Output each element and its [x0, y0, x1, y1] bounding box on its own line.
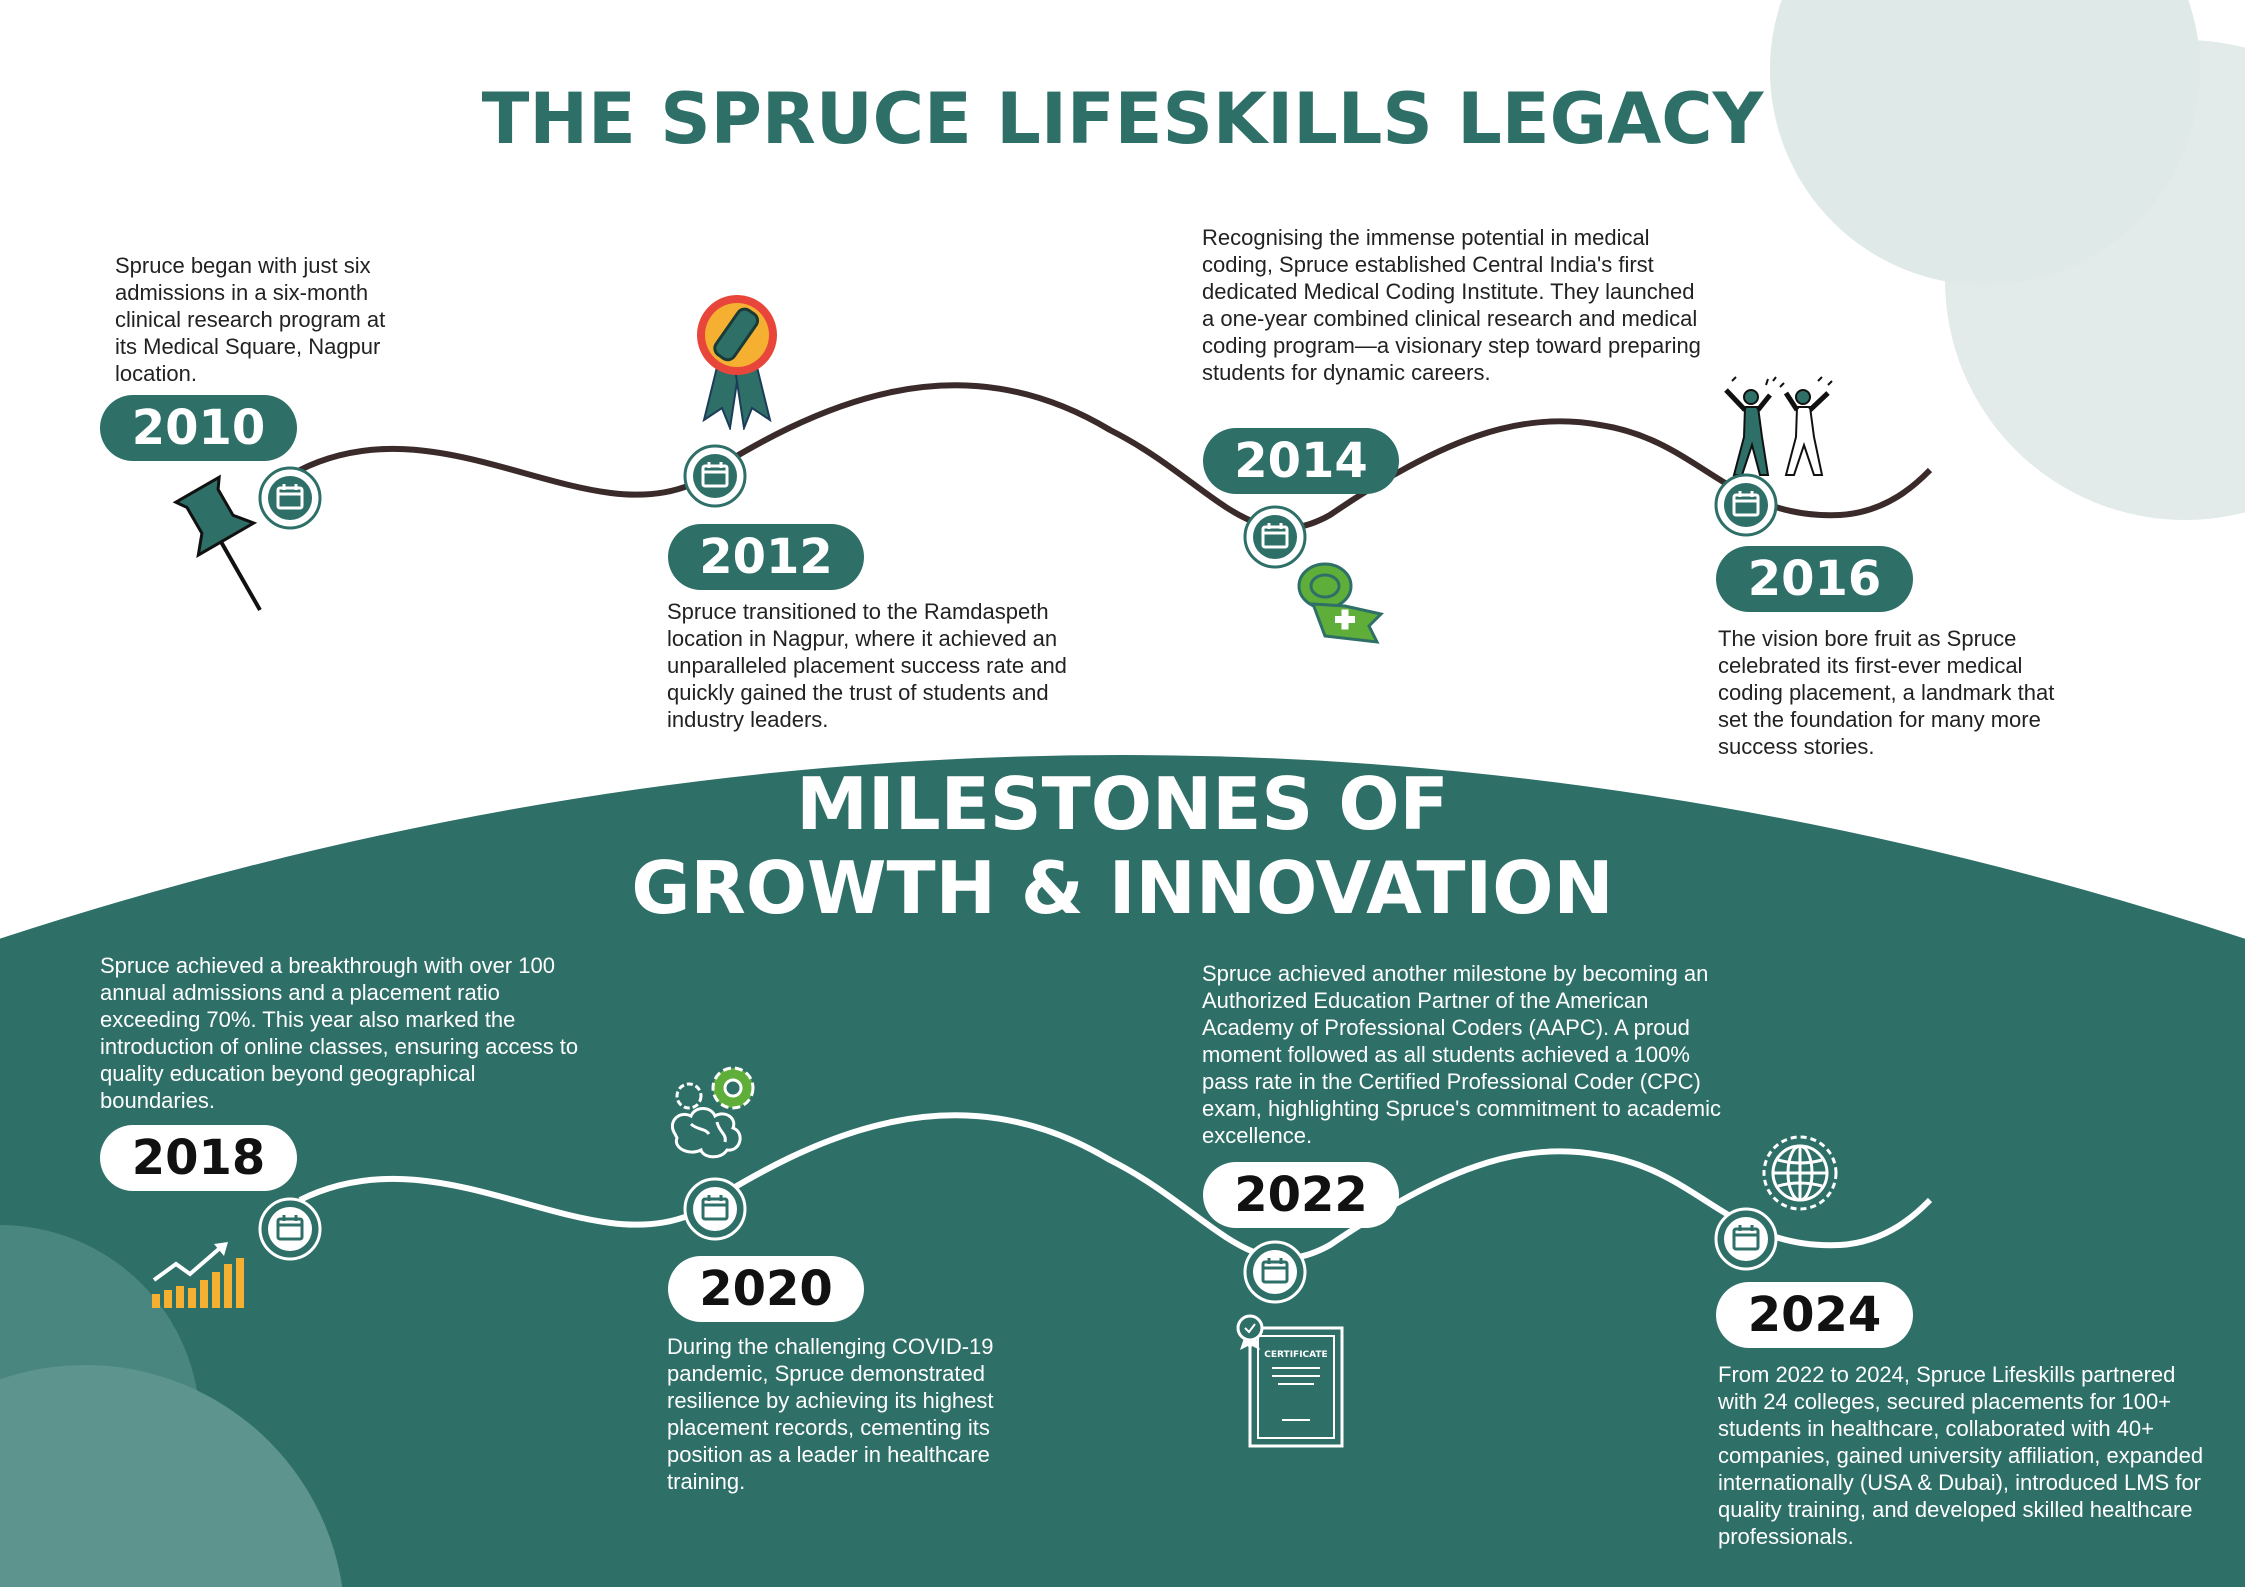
globe-icon [1762, 1135, 1838, 1211]
milestone-2014-year: 2014 [1203, 428, 1399, 494]
milestone-2020-text: During the challenging COVID-19 pandemic… [667, 1334, 994, 1494]
celebration-icon [1724, 376, 1833, 476]
calendar-icon [258, 466, 322, 530]
calendar-icon [1243, 1240, 1307, 1304]
milestone-2024-year: 2024 [1716, 1282, 1913, 1348]
milestone-2022-text: Spruce achieved another milestone by bec… [1202, 961, 1721, 1148]
milestone-2014-text: Recognising the immense potential in med… [1202, 225, 1701, 385]
section-title: MILESTONES OF GROWTH & INNOVATION [0, 762, 2245, 930]
award-ribbon-icon [697, 295, 777, 430]
certificate-frame [1236, 1314, 1344, 1448]
milestone-2012-year: 2012 [668, 524, 864, 590]
milestone-2018-year: 2018 [100, 1125, 297, 1191]
section-title-line-2: GROWTH & INNOVATION [631, 846, 1614, 930]
milestone-2020-year: 2020 [668, 1256, 864, 1322]
page-title: THE SPRUCE LIFESKILLS LEGACY [481, 78, 1764, 160]
milestone-2012-text: Spruce transitioned to the Ramdaspeth lo… [667, 599, 1067, 732]
calendar-icon [1243, 505, 1307, 569]
decorative-circle-overlap [1770, 0, 2200, 285]
growth-chart-icon [152, 1242, 244, 1308]
pushpin-icon [172, 474, 262, 611]
bandage-roll-icon [1297, 562, 1384, 644]
timeline-curve-top [298, 382, 1933, 532]
calendar-icon [683, 444, 747, 508]
certificate-icon: CERTIFICATE [1220, 1310, 1350, 1450]
milestone-2016-text: The vision bore fruit as Spruce celebrat… [1718, 626, 2055, 759]
certificate-label: CERTIFICATE [1264, 1350, 1328, 1360]
milestone-2010-text: Spruce began with just six admissions in… [115, 253, 386, 386]
calendar-icon [1714, 1207, 1778, 1271]
calendar-icon [1714, 473, 1778, 537]
green-dome-section [0, 755, 2245, 1587]
section-title-line-1: MILESTONES OF [796, 762, 1449, 846]
calendar-icon [258, 1197, 322, 1261]
milestone-2018-text: Spruce achieved a breakthrough with over… [100, 953, 579, 1113]
milestone-2022-year: 2022 [1203, 1162, 1399, 1228]
calendar-icon [683, 1177, 747, 1241]
decorative-circle-bottom-left-large [0, 1365, 343, 1587]
milestone-2016-year: 2016 [1716, 546, 1913, 612]
milestone-2010-year: 2010 [100, 395, 297, 461]
brain-gears-icon [670, 1066, 755, 1159]
milestone-2024-text: From 2022 to 2024, Spruce Lifeskills par… [1718, 1362, 2204, 1549]
